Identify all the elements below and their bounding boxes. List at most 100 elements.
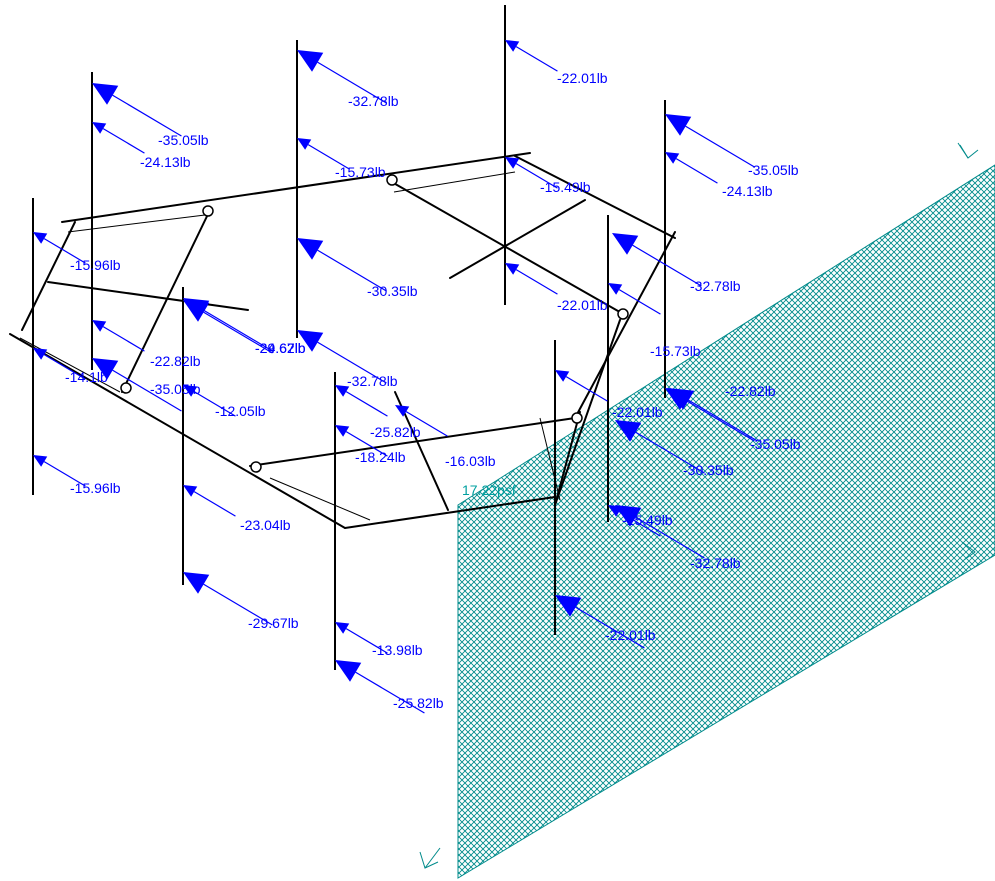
load-arrowhead-icon xyxy=(615,420,642,442)
load-arrow: -24.62lb xyxy=(183,300,306,356)
load-label: -35.05lb xyxy=(750,436,801,452)
load-arrow: -30.35lb xyxy=(297,238,418,299)
load-label: -22.82lb xyxy=(150,353,201,369)
front-bottom-chord xyxy=(344,496,556,529)
load-arrow: -30.35lb xyxy=(615,420,734,478)
load-label: -25.82lb xyxy=(370,424,421,440)
load-arrowhead-icon xyxy=(505,157,520,169)
load-label: -22.82lb xyxy=(725,383,776,399)
load-arrow: -32.78lb xyxy=(297,330,398,389)
left-inner-chord xyxy=(121,209,211,393)
load-arrows: -22.01lb -32.78lb -35.05lb -24.13lb -15.73lb… xyxy=(33,40,801,714)
left-chord xyxy=(21,221,76,331)
right-diagonal xyxy=(554,319,621,506)
load-label: -35.05lb xyxy=(150,381,201,397)
load-shaft xyxy=(112,94,182,137)
left-bottom-chord xyxy=(9,333,346,529)
load-arrowhead-icon xyxy=(668,388,695,410)
load-label: -30.35lb xyxy=(367,283,418,299)
load-arrowhead-icon xyxy=(92,83,119,105)
load-arrow: -18.24lb xyxy=(335,425,406,465)
load-label: -24.13lb xyxy=(140,154,191,170)
frame-thin-members xyxy=(19,171,561,521)
load-arrowhead-icon xyxy=(33,348,48,360)
load-arrowhead-icon xyxy=(183,300,210,322)
load-arrow: -32.78lb xyxy=(615,505,741,571)
load-label: -22.01lb xyxy=(605,627,656,643)
load-label: -24.13lb xyxy=(722,183,773,199)
load-shaft xyxy=(112,369,182,412)
load-arrowhead-icon xyxy=(92,320,107,332)
load-label: -16.03lb xyxy=(445,453,496,469)
load-arrow: -24.13lb xyxy=(92,122,191,170)
load-arrow: -14.1lb xyxy=(33,348,108,385)
load-shaft xyxy=(635,431,705,474)
load-arrow: -22.01lb xyxy=(505,40,608,86)
node xyxy=(617,308,629,320)
load-label: -32.78lb xyxy=(347,373,398,389)
load-shaft xyxy=(102,128,145,154)
load-arrowhead-icon xyxy=(183,572,210,594)
load-label: -15.49lb xyxy=(540,179,591,195)
load-arrowhead-icon xyxy=(395,405,410,417)
load-arrowhead-icon xyxy=(555,370,570,382)
load-shaft xyxy=(317,61,387,104)
center-diagonal-b xyxy=(449,199,586,279)
load-shaft xyxy=(685,125,755,168)
load-arrow: -25.82lb xyxy=(335,385,421,440)
load-arrow: -16.03lb xyxy=(395,405,496,469)
load-arrow: -22.01lb xyxy=(555,370,663,420)
load-shaft xyxy=(685,399,755,442)
load-arrow: -22.01lb xyxy=(505,263,608,313)
frame-nodes xyxy=(120,174,629,473)
load-label: -15.73lb xyxy=(650,343,701,359)
load-shaft xyxy=(193,491,236,517)
load-arrow: -35.05lb xyxy=(665,114,799,178)
load-arrow: -32.78lb xyxy=(297,50,399,109)
load-label: -13.98lb xyxy=(372,642,423,658)
node xyxy=(202,205,214,217)
load-label: -24.62lb xyxy=(255,340,306,356)
load-arrowhead-icon xyxy=(92,122,107,134)
load-arrow: -15.96lb xyxy=(33,455,121,496)
load-arrowhead-icon xyxy=(297,238,324,260)
load-arrowhead-icon xyxy=(183,485,198,497)
load-arrow: -29.67lb xyxy=(183,572,299,631)
load-arrow: -32.78lb xyxy=(612,233,741,294)
load-arrow: -15.73lb xyxy=(608,283,701,359)
load-label: -18.24lb xyxy=(355,449,406,465)
load-shaft xyxy=(203,311,273,354)
load-arrow: -15.49lb xyxy=(505,157,591,195)
load-arrowhead-icon xyxy=(183,385,198,397)
load-label: -22.01lb xyxy=(612,404,663,420)
load-shaft xyxy=(345,628,388,654)
load-label: -15.73lb xyxy=(335,164,386,180)
load-shaft xyxy=(575,606,645,649)
load-shaft xyxy=(317,341,387,384)
node xyxy=(250,461,262,473)
load-shaft xyxy=(618,289,661,315)
load-shaft xyxy=(345,431,388,457)
node xyxy=(571,412,583,424)
load-shaft xyxy=(675,158,718,184)
load-arrow: -22.82lb xyxy=(92,320,201,369)
load-shaft xyxy=(515,163,558,189)
load-arrow: -24.13lb xyxy=(665,152,773,199)
load-arrow: -15.73lb xyxy=(297,138,386,180)
load-shaft xyxy=(355,671,425,714)
load-arrow: -35.05lb xyxy=(668,388,801,452)
load-shaft xyxy=(405,411,448,437)
pressure-label: 17.22psf xyxy=(462,482,516,498)
load-arrowhead-icon xyxy=(505,40,520,52)
load-arrow: -35.05lb xyxy=(92,83,209,148)
load-arrow: -23.04lb xyxy=(183,485,291,533)
front-chord xyxy=(249,417,576,467)
load-arrow: -25.82lb xyxy=(335,660,444,714)
load-arrowhead-icon xyxy=(555,595,582,617)
load-shaft xyxy=(515,269,558,295)
load-shaft xyxy=(102,326,145,352)
load-arrowhead-icon xyxy=(335,622,350,634)
pressure-panel-surface xyxy=(457,164,995,879)
load-shaft xyxy=(565,376,608,402)
